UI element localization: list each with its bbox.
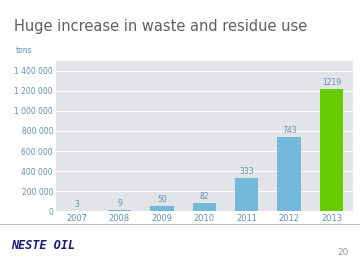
Text: 1219: 1219 [322,78,341,87]
Text: 50: 50 [157,195,167,204]
Text: tons: tons [16,46,32,55]
Text: NESTE OIL: NESTE OIL [11,239,75,252]
Bar [108,210,131,211]
Text: 20: 20 [338,248,349,257]
Bar [278,137,301,211]
Text: 3: 3 [75,200,80,209]
Text: 9: 9 [117,200,122,209]
Text: 743: 743 [282,126,297,135]
Text: 82: 82 [199,192,209,201]
Bar [235,178,258,211]
Text: 333: 333 [239,167,254,176]
Bar [320,89,343,211]
Bar [150,206,174,211]
Text: Huge increase in waste and residue use: Huge increase in waste and residue use [14,19,308,34]
Bar [193,203,216,211]
